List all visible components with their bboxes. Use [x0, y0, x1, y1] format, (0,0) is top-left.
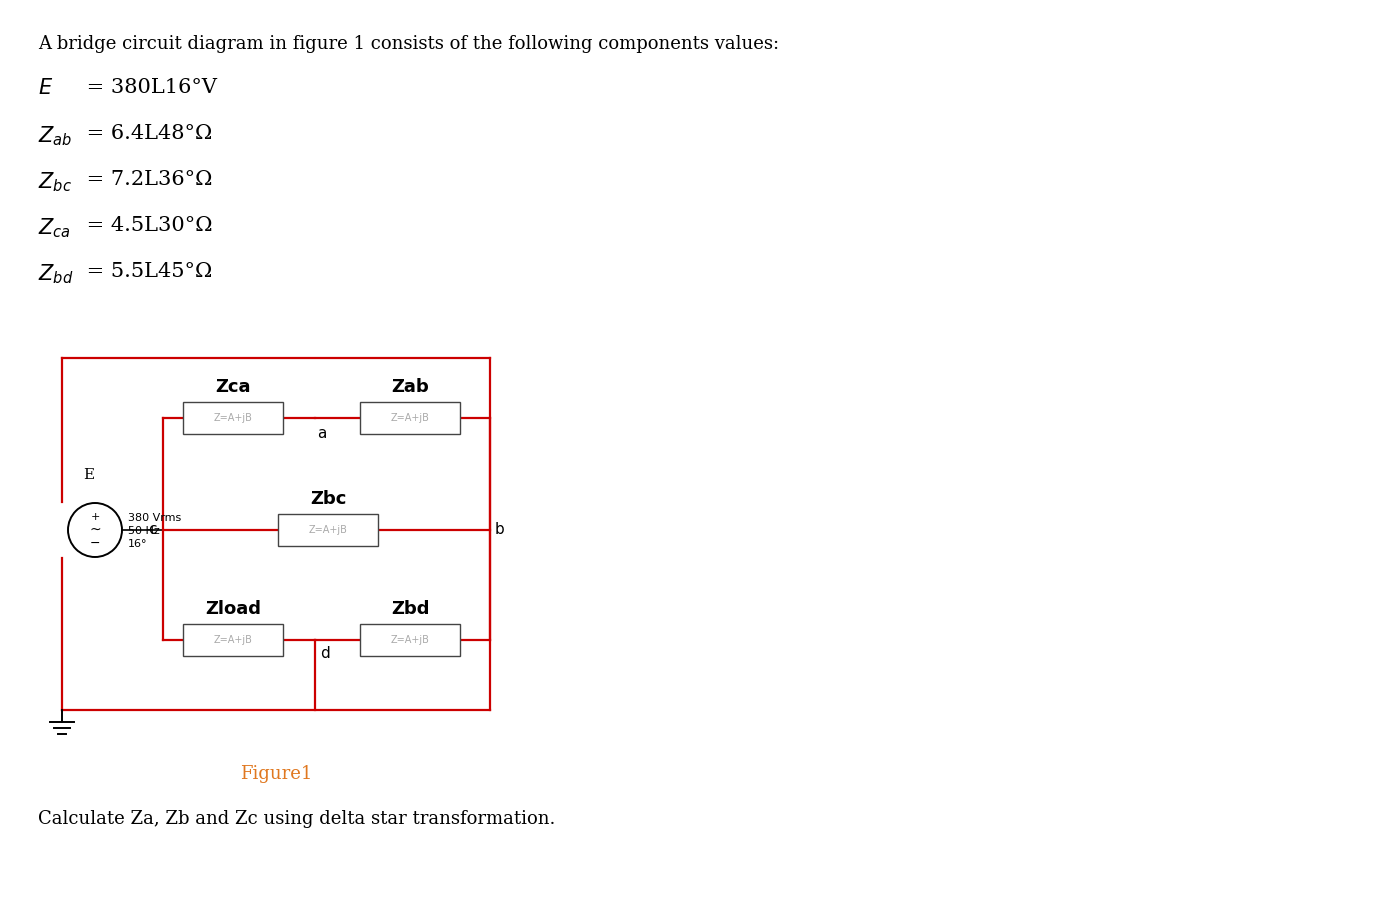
Text: Zab: Zab [391, 378, 429, 396]
Text: Zca: Zca [215, 378, 250, 396]
Text: 16°: 16° [129, 539, 148, 549]
Text: −: − [89, 536, 101, 550]
Text: 380 Vrms: 380 Vrms [129, 513, 182, 523]
Text: A bridge circuit diagram in figure 1 consists of the following components values: A bridge circuit diagram in figure 1 con… [38, 35, 780, 53]
Bar [278, 514, 379, 546]
Text: $\mathit{Z}_{bd}$: $\mathit{Z}_{bd}$ [38, 262, 74, 285]
Text: = 5.5L45°Ω: = 5.5L45°Ω [80, 262, 212, 281]
Text: E: E [82, 468, 94, 482]
Text: +: + [91, 512, 99, 522]
Text: $\mathit{Z}_{bc}$: $\mathit{Z}_{bc}$ [38, 170, 71, 194]
Text: $\mathit{Z}_{ab}$: $\mathit{Z}_{ab}$ [38, 124, 73, 147]
Text: d: d [320, 646, 330, 661]
Text: = 380L16°V: = 380L16°V [80, 78, 217, 97]
Text: Z=A+jB: Z=A+jB [214, 413, 253, 423]
Text: ~: ~ [89, 523, 101, 537]
Text: = 6.4L48°Ω: = 6.4L48°Ω [80, 124, 212, 143]
Bar [183, 624, 284, 656]
Text: Z=A+jB: Z=A+jB [391, 413, 429, 423]
Text: Z=A+jB: Z=A+jB [214, 635, 253, 645]
Text: 50 Hz: 50 Hz [129, 526, 159, 536]
Text: Zload: Zload [205, 600, 261, 618]
Text: Z=A+jB: Z=A+jB [309, 525, 348, 535]
Text: a: a [317, 426, 326, 441]
Text: = 4.5L30°Ω: = 4.5L30°Ω [80, 216, 212, 235]
Text: b: b [495, 523, 504, 537]
Text: $\mathit{Z}_{ca}$: $\mathit{Z}_{ca}$ [38, 216, 71, 240]
Text: Calculate Za, Zb and Zc using delta star transformation.: Calculate Za, Zb and Zc using delta star… [38, 810, 556, 828]
Text: Figure1: Figure1 [240, 765, 312, 783]
Text: Zbc: Zbc [310, 490, 346, 508]
Text: Zbd: Zbd [391, 600, 429, 618]
Text: c: c [148, 523, 156, 537]
Text: = 7.2L36°Ω: = 7.2L36°Ω [80, 170, 212, 189]
Text: Z=A+jB: Z=A+jB [391, 635, 429, 645]
Bar [360, 624, 460, 656]
Bar [183, 402, 284, 434]
Text: $\mathit{E}$: $\mathit{E}$ [38, 78, 53, 98]
Bar [360, 402, 460, 434]
